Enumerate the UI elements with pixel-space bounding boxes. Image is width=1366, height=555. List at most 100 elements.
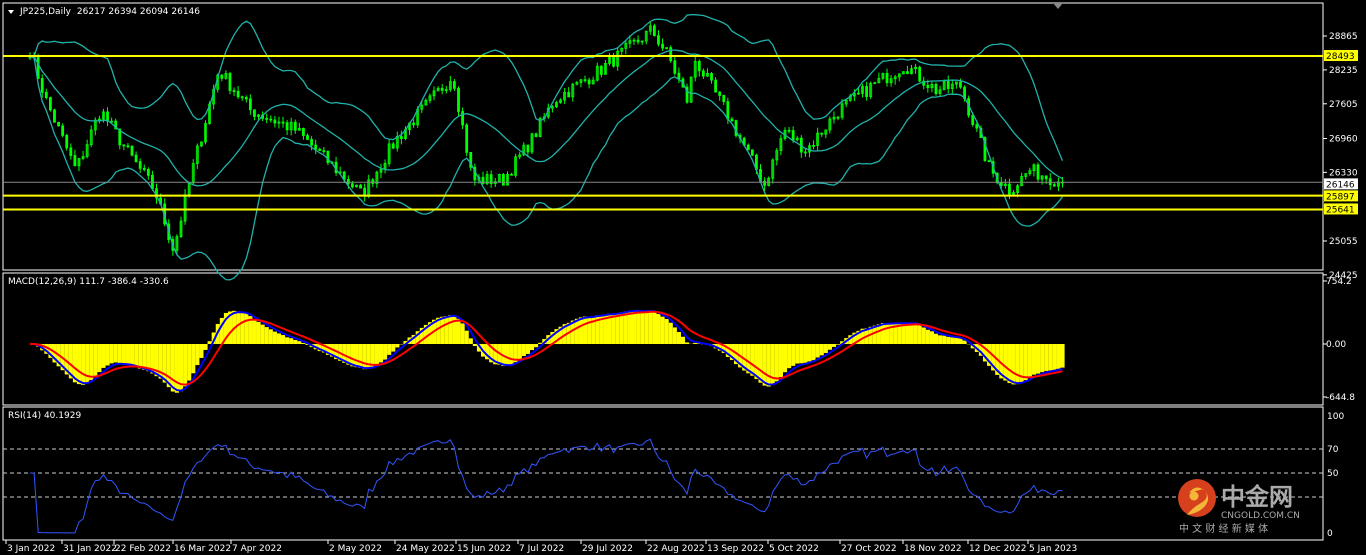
chart-shift-marker-icon[interactable] bbox=[1053, 3, 1063, 9]
candle bbox=[420, 100, 424, 113]
candle bbox=[232, 87, 236, 97]
candle-body bbox=[200, 141, 203, 147]
macd-histogram-bar bbox=[281, 335, 286, 344]
candle-body bbox=[648, 25, 652, 32]
candle bbox=[142, 164, 146, 172]
candle-body bbox=[346, 178, 350, 185]
macd-histogram-bar bbox=[285, 337, 290, 344]
candle-body bbox=[220, 74, 224, 79]
macd-histogram-bar bbox=[750, 344, 755, 376]
candle bbox=[689, 76, 693, 103]
candle bbox=[571, 82, 575, 102]
macd-histogram-bar bbox=[603, 314, 608, 344]
macd-histogram-bar bbox=[611, 314, 616, 344]
candle-body bbox=[269, 118, 273, 121]
candle-body bbox=[289, 121, 293, 131]
candle-body bbox=[575, 82, 579, 85]
macd-histogram-bar bbox=[321, 344, 326, 353]
macd-histogram-bar bbox=[1048, 344, 1053, 371]
macd-histogram-bar bbox=[207, 341, 212, 344]
candle-body bbox=[265, 117, 269, 120]
candle bbox=[1020, 172, 1024, 187]
candle-body bbox=[440, 87, 444, 91]
macd-histogram-bar bbox=[668, 322, 673, 344]
candle bbox=[510, 172, 513, 176]
candle-body bbox=[273, 119, 277, 124]
candle bbox=[881, 72, 885, 81]
candle bbox=[697, 59, 701, 77]
candle-body bbox=[922, 80, 926, 86]
candle bbox=[110, 117, 114, 123]
candle-body bbox=[469, 152, 473, 168]
candle-body bbox=[420, 104, 424, 110]
candle bbox=[869, 81, 873, 99]
macd-histogram-bar bbox=[252, 319, 257, 344]
macd-histogram-bar bbox=[391, 344, 396, 352]
macd-histogram-bar bbox=[44, 344, 49, 354]
candle-body bbox=[514, 156, 518, 176]
candle bbox=[65, 133, 69, 151]
candle-body bbox=[138, 161, 142, 169]
macd-histogram-bar bbox=[558, 326, 563, 344]
macd-histogram-bar bbox=[534, 344, 539, 348]
macd-histogram-bar bbox=[423, 324, 428, 344]
candle bbox=[685, 83, 689, 104]
candle bbox=[840, 99, 844, 120]
candle-body bbox=[718, 91, 722, 96]
candle-body bbox=[65, 135, 69, 149]
candle bbox=[946, 75, 950, 94]
candle bbox=[444, 85, 448, 94]
candle-body bbox=[889, 78, 893, 84]
date-tick-label: 5 Oct 2022 bbox=[769, 544, 819, 554]
candle-body bbox=[665, 47, 669, 49]
macd-histogram-bar bbox=[676, 332, 681, 344]
candle bbox=[457, 86, 460, 116]
candle-body bbox=[959, 81, 962, 88]
candle-body bbox=[326, 150, 330, 164]
candle-body bbox=[1044, 175, 1048, 180]
candle-body bbox=[824, 129, 828, 135]
macd-histogram-bar bbox=[297, 341, 302, 344]
candle bbox=[518, 151, 522, 160]
candle-body bbox=[954, 81, 958, 85]
candle-body bbox=[873, 82, 877, 85]
macd-histogram-bar bbox=[383, 344, 388, 360]
rsi-tick-label: 100 bbox=[1327, 412, 1344, 422]
candle-body bbox=[865, 86, 869, 97]
candle-body bbox=[240, 96, 244, 99]
macd-histogram-bar bbox=[946, 336, 951, 344]
candle bbox=[97, 115, 101, 124]
macd-histogram-bar bbox=[758, 344, 763, 383]
macd-histogram-bar bbox=[452, 315, 457, 344]
candle-body bbox=[697, 60, 701, 72]
candle bbox=[865, 81, 869, 101]
macd-histogram-bar bbox=[982, 344, 988, 362]
candle bbox=[53, 108, 56, 123]
macd-histogram-bar bbox=[599, 315, 604, 344]
candle-body bbox=[322, 150, 326, 153]
macd-histogram-bar bbox=[248, 316, 253, 344]
candle bbox=[575, 80, 579, 86]
candle-body bbox=[599, 65, 603, 75]
macd-histogram-bar bbox=[607, 313, 612, 344]
macd-histogram-bar bbox=[574, 318, 579, 344]
macd-histogram-bar bbox=[162, 344, 167, 383]
candle-body bbox=[608, 56, 611, 64]
macd-histogram-bar bbox=[905, 323, 910, 344]
macd-histogram-bar bbox=[317, 344, 322, 352]
candle-body bbox=[191, 163, 195, 184]
candle-body bbox=[93, 119, 97, 131]
macd-histogram-bar bbox=[791, 344, 796, 366]
candle bbox=[281, 116, 285, 128]
macd-histogram-bar bbox=[272, 331, 277, 344]
candle-body bbox=[114, 120, 118, 130]
candle-body bbox=[685, 86, 689, 103]
macd-histogram-bar bbox=[68, 344, 73, 379]
candle-body bbox=[355, 184, 358, 188]
collapse-triangle-icon[interactable] bbox=[8, 10, 14, 14]
cngold-watermark-logo: 中金网 CNGOLD.COM.CN 中 文 财 经 新 媒 体 bbox=[1178, 479, 1300, 535]
candle-body bbox=[57, 121, 60, 127]
candle-body bbox=[550, 106, 554, 109]
candle-body bbox=[97, 118, 101, 121]
